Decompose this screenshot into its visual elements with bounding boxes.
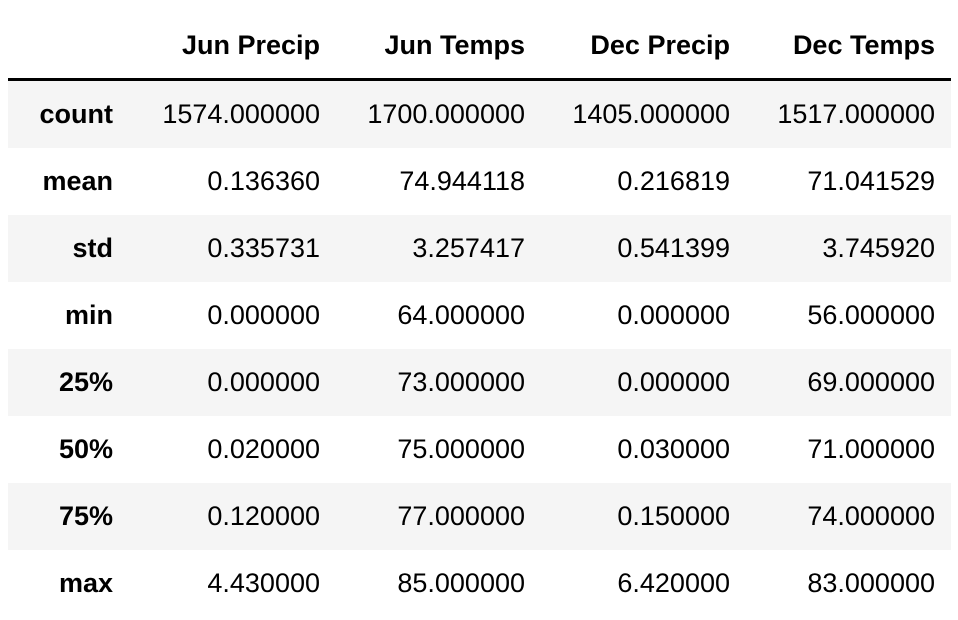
dataframe-container: Jun Precip Jun Temps Dec Precip Dec Temp…	[8, 12, 951, 617]
table-cell: 1405.000000	[572, 99, 730, 129]
column-header: Dec Precip	[541, 12, 746, 81]
table-cell: 69.000000	[807, 367, 935, 397]
table-cell: 71.000000	[807, 434, 935, 464]
table-row: count 1574.000000 1700.000000 1405.00000…	[8, 79, 951, 148]
table-cell: 0.000000	[207, 300, 320, 330]
describe-table: Jun Precip Jun Temps Dec Precip Dec Temp…	[8, 12, 951, 617]
column-header: Dec Temps	[746, 12, 951, 81]
table-header: Jun Precip Jun Temps Dec Precip Dec Temp…	[8, 12, 951, 81]
table-row: std 0.335731 3.257417 0.541399 3.745920	[8, 215, 951, 282]
column-header: Jun Precip	[131, 12, 336, 81]
table-cell: 1700.000000	[367, 99, 525, 129]
table-cell: 0.000000	[207, 367, 320, 397]
table-cell: 0.000000	[617, 300, 730, 330]
table-cell: 83.000000	[807, 568, 935, 598]
table-row: max 4.430000 85.000000 6.420000 83.00000…	[8, 550, 951, 617]
table-cell: 56.000000	[807, 300, 935, 330]
table-cell: 3.257417	[412, 233, 525, 263]
row-label: 25%	[58, 367, 113, 397]
table-cell: 0.541399	[617, 233, 730, 263]
row-label: count	[39, 99, 114, 129]
table-cell: 1517.000000	[777, 99, 935, 129]
table-cell: 0.120000	[207, 501, 320, 531]
table-cell: 71.041529	[807, 166, 935, 196]
table-cell: 0.136360	[207, 166, 320, 196]
table-cell: 74.000000	[807, 501, 935, 531]
table-body: count 1574.000000 1700.000000 1405.00000…	[8, 79, 951, 617]
table-cell: 6.420000	[617, 568, 730, 598]
row-label: min	[64, 300, 113, 330]
table-row: 25% 0.000000 73.000000 0.000000 69.00000…	[8, 349, 951, 416]
table-cell: 74.944118	[399, 166, 525, 196]
table-cell: 77.000000	[397, 501, 525, 531]
column-header: Jun Temps	[336, 12, 541, 81]
row-label: 75%	[58, 501, 113, 531]
table-cell: 64.000000	[397, 300, 525, 330]
row-label: mean	[42, 166, 113, 196]
table-cell: 1574.000000	[162, 99, 320, 129]
table-cell: 0.150000	[617, 501, 730, 531]
table-cell: 0.216819	[617, 166, 730, 196]
row-label: max	[58, 568, 113, 598]
table-cell: 0.000000	[617, 367, 730, 397]
table-row: mean 0.136360 74.944118 0.216819 71.0415…	[8, 148, 951, 215]
table-row: 75% 0.120000 77.000000 0.150000 74.00000…	[8, 483, 951, 550]
index-corner-cell	[8, 12, 131, 81]
table-cell: 0.020000	[207, 434, 320, 464]
table-cell: 75.000000	[397, 434, 525, 464]
table-cell: 85.000000	[397, 568, 525, 598]
table-cell: 0.030000	[617, 434, 730, 464]
table-cell: 73.000000	[397, 367, 525, 397]
header-row: Jun Precip Jun Temps Dec Precip Dec Temp…	[8, 12, 951, 81]
table-cell: 0.335731	[207, 233, 320, 263]
row-label: 50%	[58, 434, 113, 464]
row-label: std	[72, 233, 114, 263]
table-cell: 4.430000	[207, 568, 320, 598]
table-cell: 3.745920	[822, 233, 935, 263]
table-row: min 0.000000 64.000000 0.000000 56.00000…	[8, 282, 951, 349]
table-row: 50% 0.020000 75.000000 0.030000 71.00000…	[8, 416, 951, 483]
